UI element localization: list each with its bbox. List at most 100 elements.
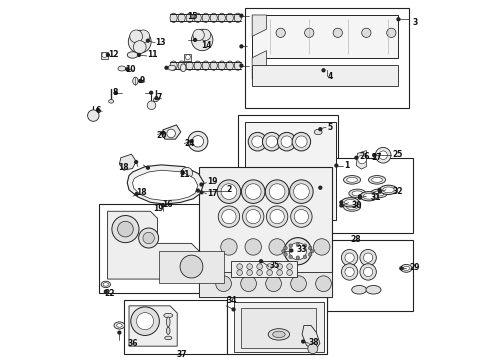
- Text: 12: 12: [108, 50, 119, 59]
- Polygon shape: [198, 167, 332, 297]
- Bar: [245, 8, 409, 108]
- Ellipse shape: [164, 313, 173, 318]
- Circle shape: [240, 45, 243, 48]
- Ellipse shape: [352, 285, 367, 294]
- Circle shape: [296, 243, 299, 247]
- Circle shape: [257, 264, 263, 269]
- Ellipse shape: [363, 193, 374, 199]
- Circle shape: [222, 210, 236, 224]
- Circle shape: [308, 344, 318, 354]
- Circle shape: [162, 131, 164, 134]
- Circle shape: [185, 55, 191, 60]
- Circle shape: [290, 249, 293, 252]
- Circle shape: [190, 140, 193, 143]
- Polygon shape: [234, 302, 323, 352]
- Circle shape: [340, 201, 343, 204]
- Circle shape: [267, 270, 272, 275]
- Ellipse shape: [234, 61, 242, 70]
- Ellipse shape: [226, 61, 233, 70]
- Polygon shape: [120, 154, 136, 170]
- Ellipse shape: [170, 13, 177, 22]
- Ellipse shape: [118, 66, 126, 71]
- Text: 3: 3: [413, 18, 417, 27]
- Circle shape: [130, 30, 143, 43]
- Text: 20: 20: [156, 131, 167, 140]
- Ellipse shape: [165, 336, 172, 340]
- Text: 5: 5: [327, 122, 332, 131]
- Circle shape: [290, 180, 313, 203]
- Text: 22: 22: [104, 289, 115, 298]
- Circle shape: [181, 167, 193, 179]
- Ellipse shape: [368, 176, 386, 184]
- Polygon shape: [184, 54, 192, 60]
- Circle shape: [316, 276, 331, 292]
- Ellipse shape: [194, 13, 201, 22]
- Ellipse shape: [344, 199, 356, 205]
- Text: 18: 18: [118, 163, 129, 172]
- Circle shape: [135, 193, 138, 195]
- Ellipse shape: [349, 189, 366, 198]
- Circle shape: [294, 184, 309, 199]
- Circle shape: [237, 270, 243, 275]
- Circle shape: [217, 180, 241, 203]
- Circle shape: [216, 276, 231, 292]
- Ellipse shape: [297, 184, 306, 189]
- Ellipse shape: [282, 184, 292, 189]
- Polygon shape: [159, 251, 223, 283]
- Circle shape: [305, 28, 314, 37]
- Circle shape: [143, 232, 154, 244]
- Circle shape: [192, 29, 213, 51]
- Ellipse shape: [296, 169, 307, 175]
- Circle shape: [303, 255, 307, 258]
- Ellipse shape: [343, 203, 361, 211]
- Circle shape: [135, 161, 138, 163]
- Circle shape: [266, 180, 289, 203]
- Circle shape: [362, 28, 371, 37]
- Ellipse shape: [167, 317, 170, 327]
- Text: 13: 13: [155, 38, 166, 47]
- Circle shape: [246, 210, 260, 224]
- Circle shape: [294, 210, 309, 224]
- Ellipse shape: [314, 184, 322, 195]
- Circle shape: [342, 264, 358, 280]
- Circle shape: [128, 30, 151, 53]
- Circle shape: [277, 132, 296, 151]
- Circle shape: [240, 64, 243, 67]
- Polygon shape: [356, 150, 367, 169]
- Circle shape: [292, 132, 311, 151]
- Circle shape: [314, 239, 330, 255]
- Circle shape: [150, 91, 152, 94]
- Circle shape: [114, 91, 117, 94]
- Text: 32: 32: [392, 187, 403, 196]
- Circle shape: [118, 221, 133, 237]
- Text: 26: 26: [359, 152, 369, 161]
- Circle shape: [242, 180, 265, 203]
- Circle shape: [379, 151, 388, 159]
- Circle shape: [155, 97, 158, 100]
- Text: 21: 21: [179, 170, 190, 179]
- Ellipse shape: [167, 327, 170, 334]
- Text: 34: 34: [226, 296, 237, 305]
- Circle shape: [266, 136, 277, 147]
- Circle shape: [88, 110, 99, 121]
- Polygon shape: [133, 170, 198, 201]
- Circle shape: [359, 196, 361, 199]
- Circle shape: [139, 80, 142, 82]
- Bar: [127, 221, 152, 234]
- Circle shape: [260, 260, 263, 263]
- Ellipse shape: [101, 281, 110, 288]
- Circle shape: [270, 210, 284, 224]
- Bar: [238, 115, 338, 222]
- Circle shape: [162, 204, 164, 207]
- Text: 2: 2: [226, 185, 232, 194]
- Ellipse shape: [210, 61, 218, 70]
- Polygon shape: [101, 52, 108, 59]
- Ellipse shape: [170, 61, 177, 70]
- Polygon shape: [252, 15, 398, 58]
- Ellipse shape: [267, 169, 277, 175]
- Ellipse shape: [347, 177, 357, 183]
- Circle shape: [340, 204, 343, 207]
- Polygon shape: [252, 15, 267, 36]
- Circle shape: [358, 155, 367, 164]
- Circle shape: [245, 239, 262, 255]
